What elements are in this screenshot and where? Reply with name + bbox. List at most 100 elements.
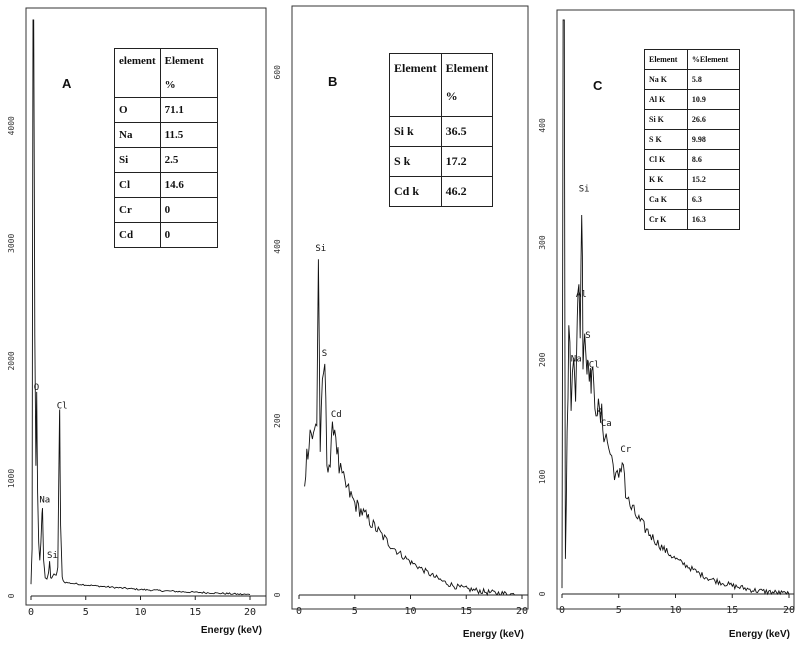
- x-tick-label: 0: [296, 606, 302, 617]
- x-tick-label: 10: [669, 605, 681, 616]
- x-tick-label: 0: [28, 607, 34, 618]
- element-cell: Cl: [114, 172, 161, 198]
- element-cell: Si k: [389, 116, 442, 147]
- percent-cell: 2.5: [159, 147, 219, 173]
- y-tick-label: 0: [7, 593, 16, 598]
- element-cell: Ca K: [644, 189, 688, 210]
- table-row: O 71.1: [114, 97, 219, 123]
- panel-label: A: [62, 76, 72, 91]
- percent-cell: 71.1: [159, 97, 219, 123]
- element-cell: Al K: [644, 89, 688, 110]
- table-row: Al K 10.9: [644, 89, 741, 110]
- x-tick-label: 20: [244, 607, 256, 618]
- element-cell: Si K: [644, 109, 688, 130]
- table-row: Ca K 6.3: [644, 189, 741, 210]
- percent-cell: 5.8: [686, 69, 741, 90]
- table-header-element: Element: [644, 49, 688, 70]
- percent-cell: 36.5: [440, 116, 494, 147]
- table-row: Na 11.5: [114, 122, 219, 148]
- x-axis-label: Energy (keV): [201, 625, 262, 636]
- plot-frame: [556, 9, 795, 610]
- percent-cell: 17.2: [440, 146, 494, 177]
- element-cell: Cd: [114, 222, 161, 248]
- y-tick-label: 0: [273, 592, 282, 597]
- element-cell: Na K: [644, 69, 688, 90]
- peak-label-cd: Cd: [331, 410, 342, 420]
- table-row: Si 2.5: [114, 147, 219, 173]
- y-tick-label: 600: [273, 65, 282, 80]
- element-cell: Cd k: [389, 176, 442, 207]
- peak-label-ca: Ca: [601, 419, 612, 429]
- percent-cell: 0: [159, 197, 219, 223]
- peak-label-si: Si: [315, 244, 326, 254]
- x-tick-label: 0: [559, 605, 565, 616]
- peak-label-s: S: [322, 349, 327, 359]
- x-tick-label: 15: [726, 605, 738, 616]
- table-row: Cd 0: [114, 222, 219, 248]
- table-row: Cd k 46.2: [389, 176, 494, 207]
- element-cell: Si: [114, 147, 161, 173]
- percent-cell: 0: [159, 222, 219, 248]
- x-tick-label: 20: [516, 606, 528, 617]
- x-tick-label: 15: [189, 607, 201, 618]
- percent-cell: 8.6: [686, 149, 741, 170]
- element-table-c: Element %Element Na K 5.8 Al K 10.9 Si K 26…: [644, 49, 741, 230]
- table-header-percent: %Element: [686, 49, 741, 70]
- x-tick-label: 15: [460, 606, 472, 617]
- element-cell: Cl K: [644, 149, 688, 170]
- table-row: S K 9.98: [644, 129, 741, 150]
- peak-label-cl: Cl: [57, 402, 68, 412]
- y-tick-label: 100: [538, 469, 547, 484]
- element-cell: O: [114, 97, 161, 123]
- element-cell: S k: [389, 146, 442, 177]
- table-row: Cl 14.6: [114, 172, 219, 198]
- element-cell: Cr K: [644, 209, 688, 230]
- y-tick-label: 0: [538, 591, 547, 596]
- y-tick-label: 200: [538, 352, 547, 367]
- y-tick-label: 300: [538, 235, 547, 250]
- table-header-row: Element Element %: [389, 53, 494, 117]
- x-tick-label: 10: [134, 607, 146, 618]
- table-row: Si K 26.6: [644, 109, 741, 130]
- peak-label-na: Na: [571, 355, 582, 365]
- table-row: Cl K 8.6: [644, 149, 741, 170]
- y-tick-label: 200: [273, 413, 282, 428]
- y-tick-label: 2000: [7, 351, 16, 370]
- x-tick-label: 5: [83, 607, 89, 618]
- panel-label: B: [328, 74, 337, 89]
- peak-label-si: Si: [47, 551, 58, 561]
- table-row: K K 15.2: [644, 169, 741, 190]
- element-cell: K K: [644, 169, 688, 190]
- spectrum-line: [30, 19, 251, 596]
- peak-label-s: S: [585, 331, 590, 341]
- percent-cell: 10.9: [686, 89, 741, 110]
- table-header-element: element: [114, 48, 161, 98]
- peak-label-k: K: [597, 407, 603, 417]
- table-header-percent: Element %: [159, 48, 219, 98]
- table-header-element: Element: [389, 53, 442, 117]
- x-tick-label: 5: [616, 605, 622, 616]
- x-axis-label: Energy (keV): [463, 629, 524, 640]
- percent-cell: 16.3: [686, 209, 741, 230]
- plot-frame: [291, 5, 529, 610]
- spectrum-line: [304, 259, 522, 597]
- percent-cell: 6.3: [686, 189, 741, 210]
- peak-label-cr: Cr: [620, 445, 631, 455]
- table-header-row: Element %Element: [644, 49, 741, 70]
- table-row: S k 17.2: [389, 146, 494, 177]
- y-tick-label: 3000: [7, 234, 16, 253]
- peak-label-na: Na: [39, 496, 50, 506]
- table-header-percent: Element %: [440, 53, 494, 117]
- x-tick-label: 5: [352, 606, 358, 617]
- percent-cell: 9.98: [686, 129, 741, 150]
- percent-cell: 46.2: [440, 176, 494, 207]
- table-row: Cr K 16.3: [644, 209, 741, 230]
- spectrum-line: [561, 19, 790, 596]
- peak-label-si: Si: [579, 185, 590, 195]
- y-tick-label: 1000: [7, 469, 16, 488]
- y-tick-label: 4000: [7, 116, 16, 135]
- table-row: Na K 5.8: [644, 69, 741, 90]
